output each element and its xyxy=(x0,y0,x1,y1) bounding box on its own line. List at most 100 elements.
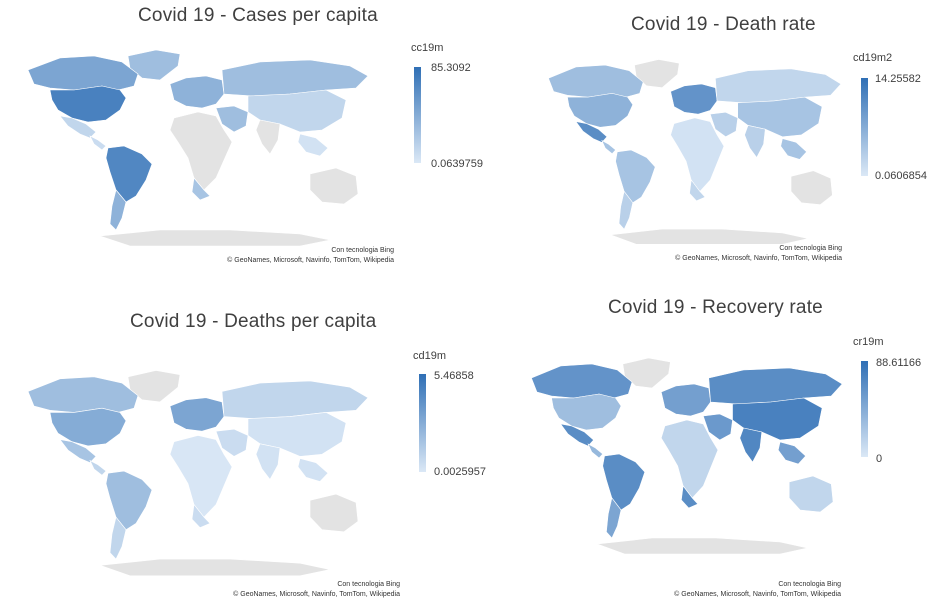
legend-title: cc19m xyxy=(411,42,444,54)
region-se-asia[interactable] xyxy=(780,138,807,160)
region-india[interactable] xyxy=(255,119,281,155)
legend-title: cr19m xyxy=(853,336,884,348)
region-india[interactable] xyxy=(255,443,281,480)
region-europe[interactable] xyxy=(169,397,225,432)
legend-max-value: 88.61166 xyxy=(876,357,922,369)
region-argentina[interactable] xyxy=(618,190,634,230)
region-australia[interactable] xyxy=(788,475,834,513)
region-south-america[interactable] xyxy=(615,149,656,204)
legend-min-value: 0.0639759 xyxy=(431,158,483,170)
map-title: Covid 19 - Cases per capita xyxy=(138,5,378,26)
region-australia[interactable] xyxy=(309,167,359,205)
region-russia[interactable] xyxy=(221,59,369,97)
region-south-america[interactable] xyxy=(602,453,646,511)
region-antarctica[interactable] xyxy=(99,558,331,577)
region-middle-east[interactable] xyxy=(215,428,249,457)
map-attribution: © GeoNames, Microsoft, Navinfo, TomTom, … xyxy=(675,255,842,262)
world-map[interactable] xyxy=(10,360,382,580)
region-usa[interactable] xyxy=(49,407,127,447)
region-africa[interactable] xyxy=(660,419,719,499)
map-credit-line: Con tecnologia Bing xyxy=(779,245,842,252)
region-se-asia[interactable] xyxy=(297,133,329,157)
region-se-asia[interactable] xyxy=(297,458,329,482)
legend-title: cd19m xyxy=(413,350,447,362)
legend-color-bar xyxy=(419,374,426,472)
legend-max-value: 85.3092 xyxy=(431,62,471,74)
region-north-america[interactable] xyxy=(27,376,139,413)
region-russia[interactable] xyxy=(708,367,843,405)
world-map[interactable] xyxy=(515,348,855,558)
region-africa[interactable] xyxy=(169,111,233,191)
map-attribution: © GeoNames, Microsoft, Navinfo, TomTom, … xyxy=(233,591,400,598)
region-north-america[interactable] xyxy=(27,55,139,91)
region-usa[interactable] xyxy=(567,93,634,128)
region-russia[interactable] xyxy=(221,380,369,419)
map-panel-cases-per-capita: Covid 19 - Cases per capita cc19m 85.309… xyxy=(0,0,483,300)
region-argentina[interactable] xyxy=(606,497,622,539)
region-argentina[interactable] xyxy=(109,516,127,560)
region-australia[interactable] xyxy=(309,493,359,533)
legend-min-value: 0.0606854 xyxy=(875,170,927,182)
region-south-america[interactable] xyxy=(105,145,153,203)
region-central-america[interactable] xyxy=(89,459,107,476)
region-europe[interactable] xyxy=(169,75,225,109)
region-australia[interactable] xyxy=(790,170,833,205)
legend-title: cd19m2 xyxy=(853,52,893,64)
map-panel-death-rate: Covid 19 - Death rate cd19m2 14.25582 0.… xyxy=(473,0,946,300)
region-russia[interactable] xyxy=(715,68,842,104)
legend-min-value: 0 xyxy=(876,453,883,465)
region-south-africa[interactable] xyxy=(191,503,211,528)
region-central-america[interactable] xyxy=(89,135,107,151)
region-antarctica[interactable] xyxy=(610,228,809,245)
map-title: Covid 19 - Recovery rate xyxy=(608,297,823,318)
map-attribution: © GeoNames, Microsoft, Navinfo, TomTom, … xyxy=(674,591,841,598)
region-africa[interactable] xyxy=(670,117,725,192)
map-credit-line: Con tecnologia Bing xyxy=(778,581,841,588)
region-argentina[interactable] xyxy=(109,189,127,231)
map-title: Covid 19 - Death rate xyxy=(631,14,816,35)
world-map[interactable] xyxy=(533,50,853,248)
region-north-america[interactable] xyxy=(548,64,644,98)
region-asia[interactable] xyxy=(732,397,823,441)
region-mexico[interactable] xyxy=(59,439,97,464)
region-usa[interactable] xyxy=(551,393,622,431)
map-attribution: © GeoNames, Microsoft, Navinfo, TomTom, … xyxy=(227,257,394,264)
map-panel-deaths-per-capita: Covid 19 - Deaths per capita cd19m 5.468… xyxy=(0,300,486,610)
legend-min-value: 0.0025957 xyxy=(434,466,486,478)
world-map[interactable] xyxy=(10,40,382,250)
map-credit-line: Con tecnologia Bing xyxy=(337,581,400,588)
region-middle-east[interactable] xyxy=(702,413,733,441)
region-mexico[interactable] xyxy=(575,121,608,143)
legend-color-bar xyxy=(414,67,421,163)
region-europe[interactable] xyxy=(670,83,718,115)
legend-max-value: 5.46858 xyxy=(434,370,474,382)
region-middle-east[interactable] xyxy=(215,105,249,133)
region-se-asia[interactable] xyxy=(777,441,807,465)
region-asia[interactable] xyxy=(247,412,347,457)
region-india[interactable] xyxy=(739,427,763,463)
region-south-africa[interactable] xyxy=(191,177,211,201)
region-asia[interactable] xyxy=(247,89,347,133)
region-mexico[interactable] xyxy=(560,423,595,447)
map-credit-line: Con tecnologia Bing xyxy=(331,247,394,254)
legend-max-value: 14.25582 xyxy=(875,73,921,85)
map-title: Covid 19 - Deaths per capita xyxy=(130,311,377,332)
legend-color-bar xyxy=(861,78,868,176)
region-india[interactable] xyxy=(744,125,766,158)
region-mexico[interactable] xyxy=(59,115,97,139)
region-north-america[interactable] xyxy=(531,363,633,399)
region-usa[interactable] xyxy=(49,85,127,123)
region-south-america[interactable] xyxy=(105,470,153,531)
region-asia[interactable] xyxy=(737,96,823,138)
region-middle-east[interactable] xyxy=(709,111,739,138)
map-panel-recovery-rate: Covid 19 - Recovery rate cr19m 88.61166 … xyxy=(473,297,946,610)
region-central-america[interactable] xyxy=(587,443,604,459)
region-africa[interactable] xyxy=(169,435,233,518)
region-antarctica[interactable] xyxy=(597,537,808,555)
legend-color-bar xyxy=(861,361,868,457)
region-central-america[interactable] xyxy=(601,139,616,155)
region-antarctica[interactable] xyxy=(99,229,331,247)
region-europe[interactable] xyxy=(660,383,711,417)
region-south-africa[interactable] xyxy=(689,179,706,202)
region-south-africa[interactable] xyxy=(681,485,699,509)
